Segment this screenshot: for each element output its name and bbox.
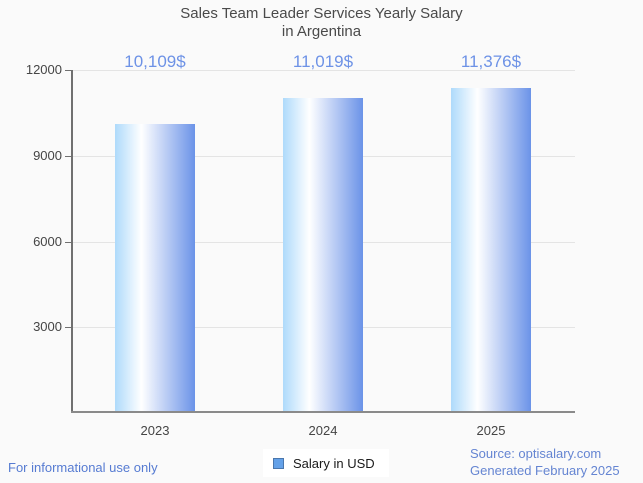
bar [451,88,531,413]
y-tick-label: 9000 [33,147,62,163]
chart-title-line1: Sales Team Leader Services Yearly Salary [180,5,463,22]
bar-slot: 11,376$ 2025 [407,53,575,438]
bar [115,124,195,413]
y-tick-label: 3000 [33,319,62,335]
chart-title-line2: in Argentina [281,23,362,40]
chart-title: Sales Team Leader Services Yearly Salary… [0,5,643,41]
y-tick-mark [65,155,71,157]
bar-value-label: 11,376$ [460,52,522,71]
y-tick-label: 12000 [25,62,62,77]
y-tick-mark [65,241,71,243]
y-tick-mark [65,70,71,71]
x-tick-label: 2025 [476,423,506,438]
plot-area: 3000 6000 9000 12000 10,109$ 2023 11,019$ 2024 1… [26,53,575,438]
x-axis-line [71,411,575,413]
legend: Salary in USD [263,449,389,477]
y-axis-line [71,70,73,413]
source-line: Source: optisalary.com [470,446,602,461]
disclaimer-text: For informational use only [8,460,158,475]
legend-swatch-icon [273,457,284,469]
x-tick-label: 2023 [140,423,170,438]
bar-slot: 11,019$ 2024 [239,53,407,438]
x-tick-label: 2024 [308,423,338,438]
gridline [71,70,575,71]
generated-line: Generated February 2025 [470,463,620,478]
y-tick-label: 6000 [33,233,62,249]
source-block: Source: optisalary.com Generated Februar… [470,445,620,479]
y-tick-mark [65,327,71,329]
bar-value-label: 10,109$ [124,52,186,71]
bar-slot: 10,109$ 2023 [71,53,239,438]
bar [283,98,363,413]
legend-label: Salary in USD [293,455,375,471]
bar-value-label: 11,019$ [292,52,354,71]
